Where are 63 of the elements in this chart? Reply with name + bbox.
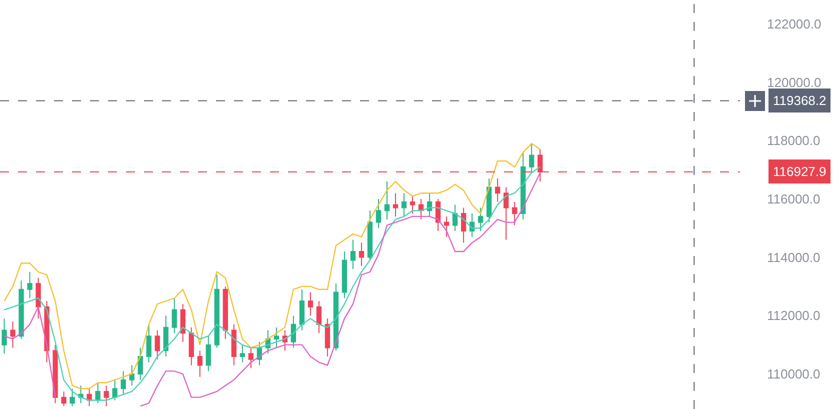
candlestick — [392, 192, 398, 217]
candlestick — [52, 344, 58, 404]
candlestick — [342, 250, 348, 299]
candlestick — [478, 207, 484, 232]
y-tick-label: 110000.0 — [767, 366, 820, 382]
candlestick — [197, 350, 202, 378]
candlestick — [316, 300, 322, 334]
candlestick — [350, 239, 356, 270]
candlestick — [460, 207, 466, 244]
candlestick — [274, 326, 280, 348]
candlestick — [248, 347, 254, 369]
candlestick — [180, 303, 186, 342]
candlestick — [376, 198, 382, 229]
candlestick — [469, 213, 475, 238]
candlestick — [129, 364, 134, 386]
candlestick — [358, 242, 364, 267]
candlestick — [401, 192, 407, 217]
ref-line-label: 119368.2 — [773, 93, 826, 108]
y-tick-label: 120000.0 — [767, 74, 822, 90]
candlestick — [452, 204, 458, 232]
candlestick — [172, 298, 177, 334]
y-tick-label: 118000.0 — [767, 133, 820, 148]
y-tick-label: 114000.0 — [767, 250, 820, 265]
candlestick — [231, 324, 236, 366]
candlestick — [504, 186, 509, 240]
candlestick — [163, 315, 168, 357]
candlestick — [120, 370, 126, 395]
candlestick — [104, 385, 109, 407]
candlestick — [308, 292, 314, 316]
ref-line-label: 116927.9 — [773, 164, 826, 179]
candlestick — [495, 178, 500, 202]
candlestick — [112, 379, 118, 401]
candlestick — [486, 178, 492, 223]
candlestick — [2, 318, 7, 354]
candlestick — [367, 210, 373, 261]
candlestick — [154, 330, 160, 360]
candlestick — [27, 271, 32, 299]
candlestick — [512, 201, 518, 226]
candlestick — [188, 326, 194, 366]
y-tick-label: 112000.0 — [767, 308, 820, 324]
candlestick — [324, 318, 330, 357]
candlestick — [95, 382, 100, 404]
candlestick — [206, 336, 211, 372]
candlestick — [529, 143, 534, 174]
candlestick — [18, 280, 24, 340]
candlestick — [138, 347, 143, 380]
candlestick — [146, 324, 152, 363]
candlestick — [444, 216, 450, 238]
candlestick — [520, 152, 526, 220]
candlestick — [418, 198, 424, 220]
candlestick — [410, 196, 416, 214]
candlestick — [299, 288, 305, 331]
candlestick — [290, 315, 296, 348]
candlestick — [36, 277, 41, 320]
candlestick — [384, 180, 390, 220]
candlestick — [214, 274, 220, 348]
candlestick — [240, 344, 245, 363]
candlestick — [10, 320, 16, 348]
y-tick-label: 116000.0 — [767, 192, 820, 207]
candlestick — [70, 388, 75, 407]
candlestick — [61, 391, 66, 407]
candlestick — [222, 286, 228, 340]
y-tick-label: 122000.0 — [767, 16, 822, 32]
